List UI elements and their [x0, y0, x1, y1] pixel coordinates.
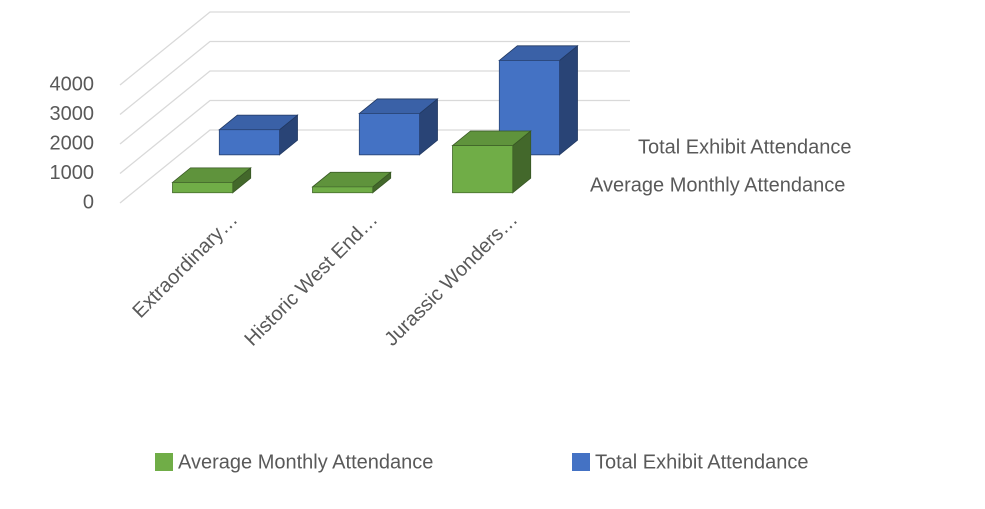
legend-label: Average Monthly Attendance — [178, 451, 433, 473]
bar — [172, 182, 234, 194]
y-tick-label: 0 — [83, 191, 94, 213]
grid-line — [119, 11, 630, 86]
depth-axis-label: Total Exhibit Attendance — [638, 136, 851, 158]
y-tick-label: 3000 — [50, 103, 95, 125]
y-tick-label: 2000 — [50, 132, 95, 154]
grid-line — [119, 40, 630, 116]
bar-side — [559, 44, 578, 156]
x-tick-label: Historic West End… — [240, 209, 382, 351]
bar — [312, 186, 374, 194]
bar — [218, 129, 280, 156]
grid-line — [119, 129, 630, 204]
bar — [452, 145, 514, 194]
bar — [358, 113, 420, 156]
grid-line — [119, 70, 630, 145]
y-tick-label: 1000 — [50, 162, 95, 184]
x-tick-label: Jurassic Wonders… — [380, 209, 522, 351]
y-tick-label: 4000 — [50, 73, 95, 95]
legend-label: Total Exhibit Attendance — [595, 451, 808, 473]
depth-axis-label: Average Monthly Attendance — [590, 174, 845, 196]
legend-swatch — [572, 453, 590, 471]
grid-line — [119, 99, 630, 175]
x-tick-label: Extraordinary… — [128, 209, 242, 323]
legend-swatch — [155, 453, 173, 471]
